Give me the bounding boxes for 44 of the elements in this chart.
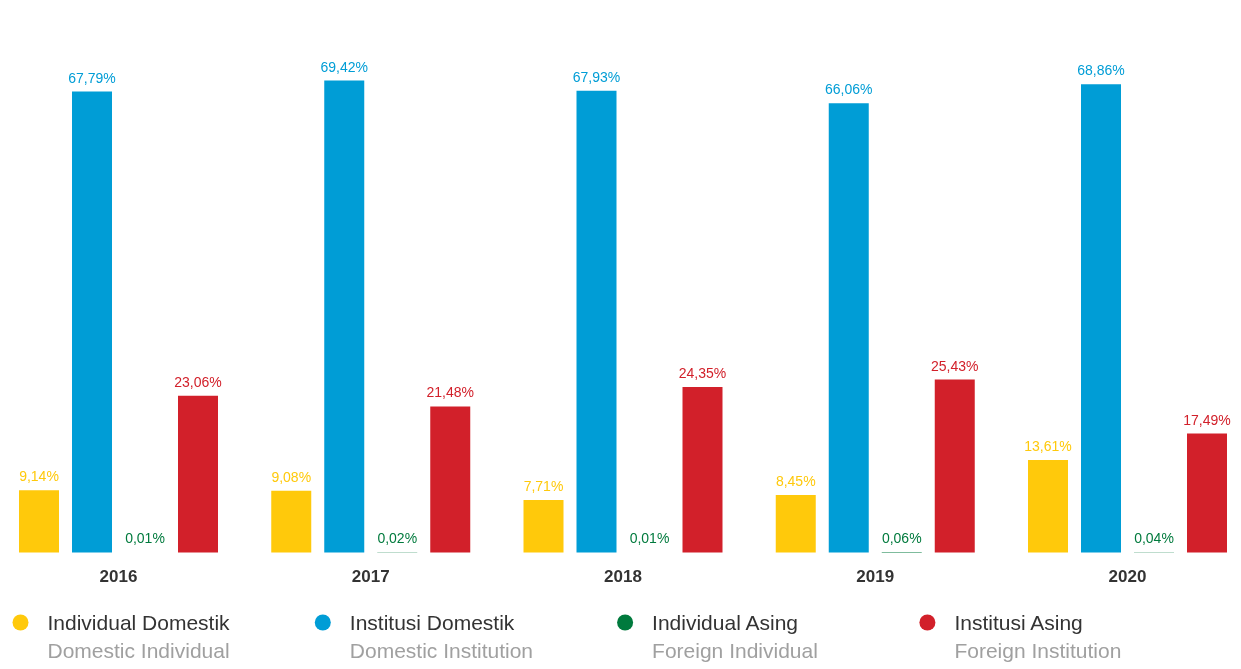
bar <box>775 495 816 553</box>
data-label: 66,06% <box>825 81 873 98</box>
bar <box>934 379 975 553</box>
data-label: 25,43% <box>931 357 979 374</box>
data-label: 17,49% <box>1183 411 1231 428</box>
bar <box>19 490 59 553</box>
bar <box>72 91 112 553</box>
data-label: 8,45% <box>775 473 816 490</box>
legend-label: Individual Domestik Domestic Individual <box>47 611 231 662</box>
legend-label: Individual Asing Foreign Individual <box>652 611 818 662</box>
data-label: 24,35% <box>678 364 727 381</box>
data-label: 7,71% <box>523 478 564 495</box>
legend-label: Institusi Domestik Domestic Institution <box>349 611 534 662</box>
data-label: 67,79% <box>68 69 116 86</box>
data-label: 21,48% <box>426 384 474 401</box>
data-label: 0,01% <box>629 530 670 547</box>
bar <box>828 103 869 553</box>
legend-label: Institusi Asing Foreign Institution <box>954 611 1122 662</box>
data-label: 23,06% <box>174 373 222 390</box>
bar <box>271 490 312 553</box>
bar <box>576 90 617 553</box>
data-label: 9,14% <box>19 468 59 485</box>
bar <box>1081 84 1121 553</box>
x-tick-label: 2019 <box>856 566 895 586</box>
data-label: 0,01% <box>125 530 165 547</box>
data-label: 0,04% <box>1134 530 1174 547</box>
x-tick-label: 2018 <box>604 566 642 586</box>
bar <box>324 80 365 553</box>
data-label: 13,61% <box>1024 437 1072 454</box>
x-tick-label: 2020 <box>1108 566 1147 586</box>
data-label: 0,02% <box>377 530 418 547</box>
x-tick-label: 2017 <box>351 566 390 586</box>
data-label: 0,06% <box>881 530 922 547</box>
data-label: 67,93% <box>572 68 621 85</box>
bar <box>682 386 723 553</box>
x-tick-label: 2016 <box>99 566 138 586</box>
data-label: 68,86% <box>1077 62 1125 79</box>
bar <box>1028 459 1068 553</box>
bar <box>523 500 564 553</box>
bar <box>430 406 471 553</box>
bar <box>1187 433 1227 553</box>
bar <box>178 395 218 553</box>
data-label: 9,08% <box>271 468 312 485</box>
data-label: 69,42% <box>320 58 368 75</box>
